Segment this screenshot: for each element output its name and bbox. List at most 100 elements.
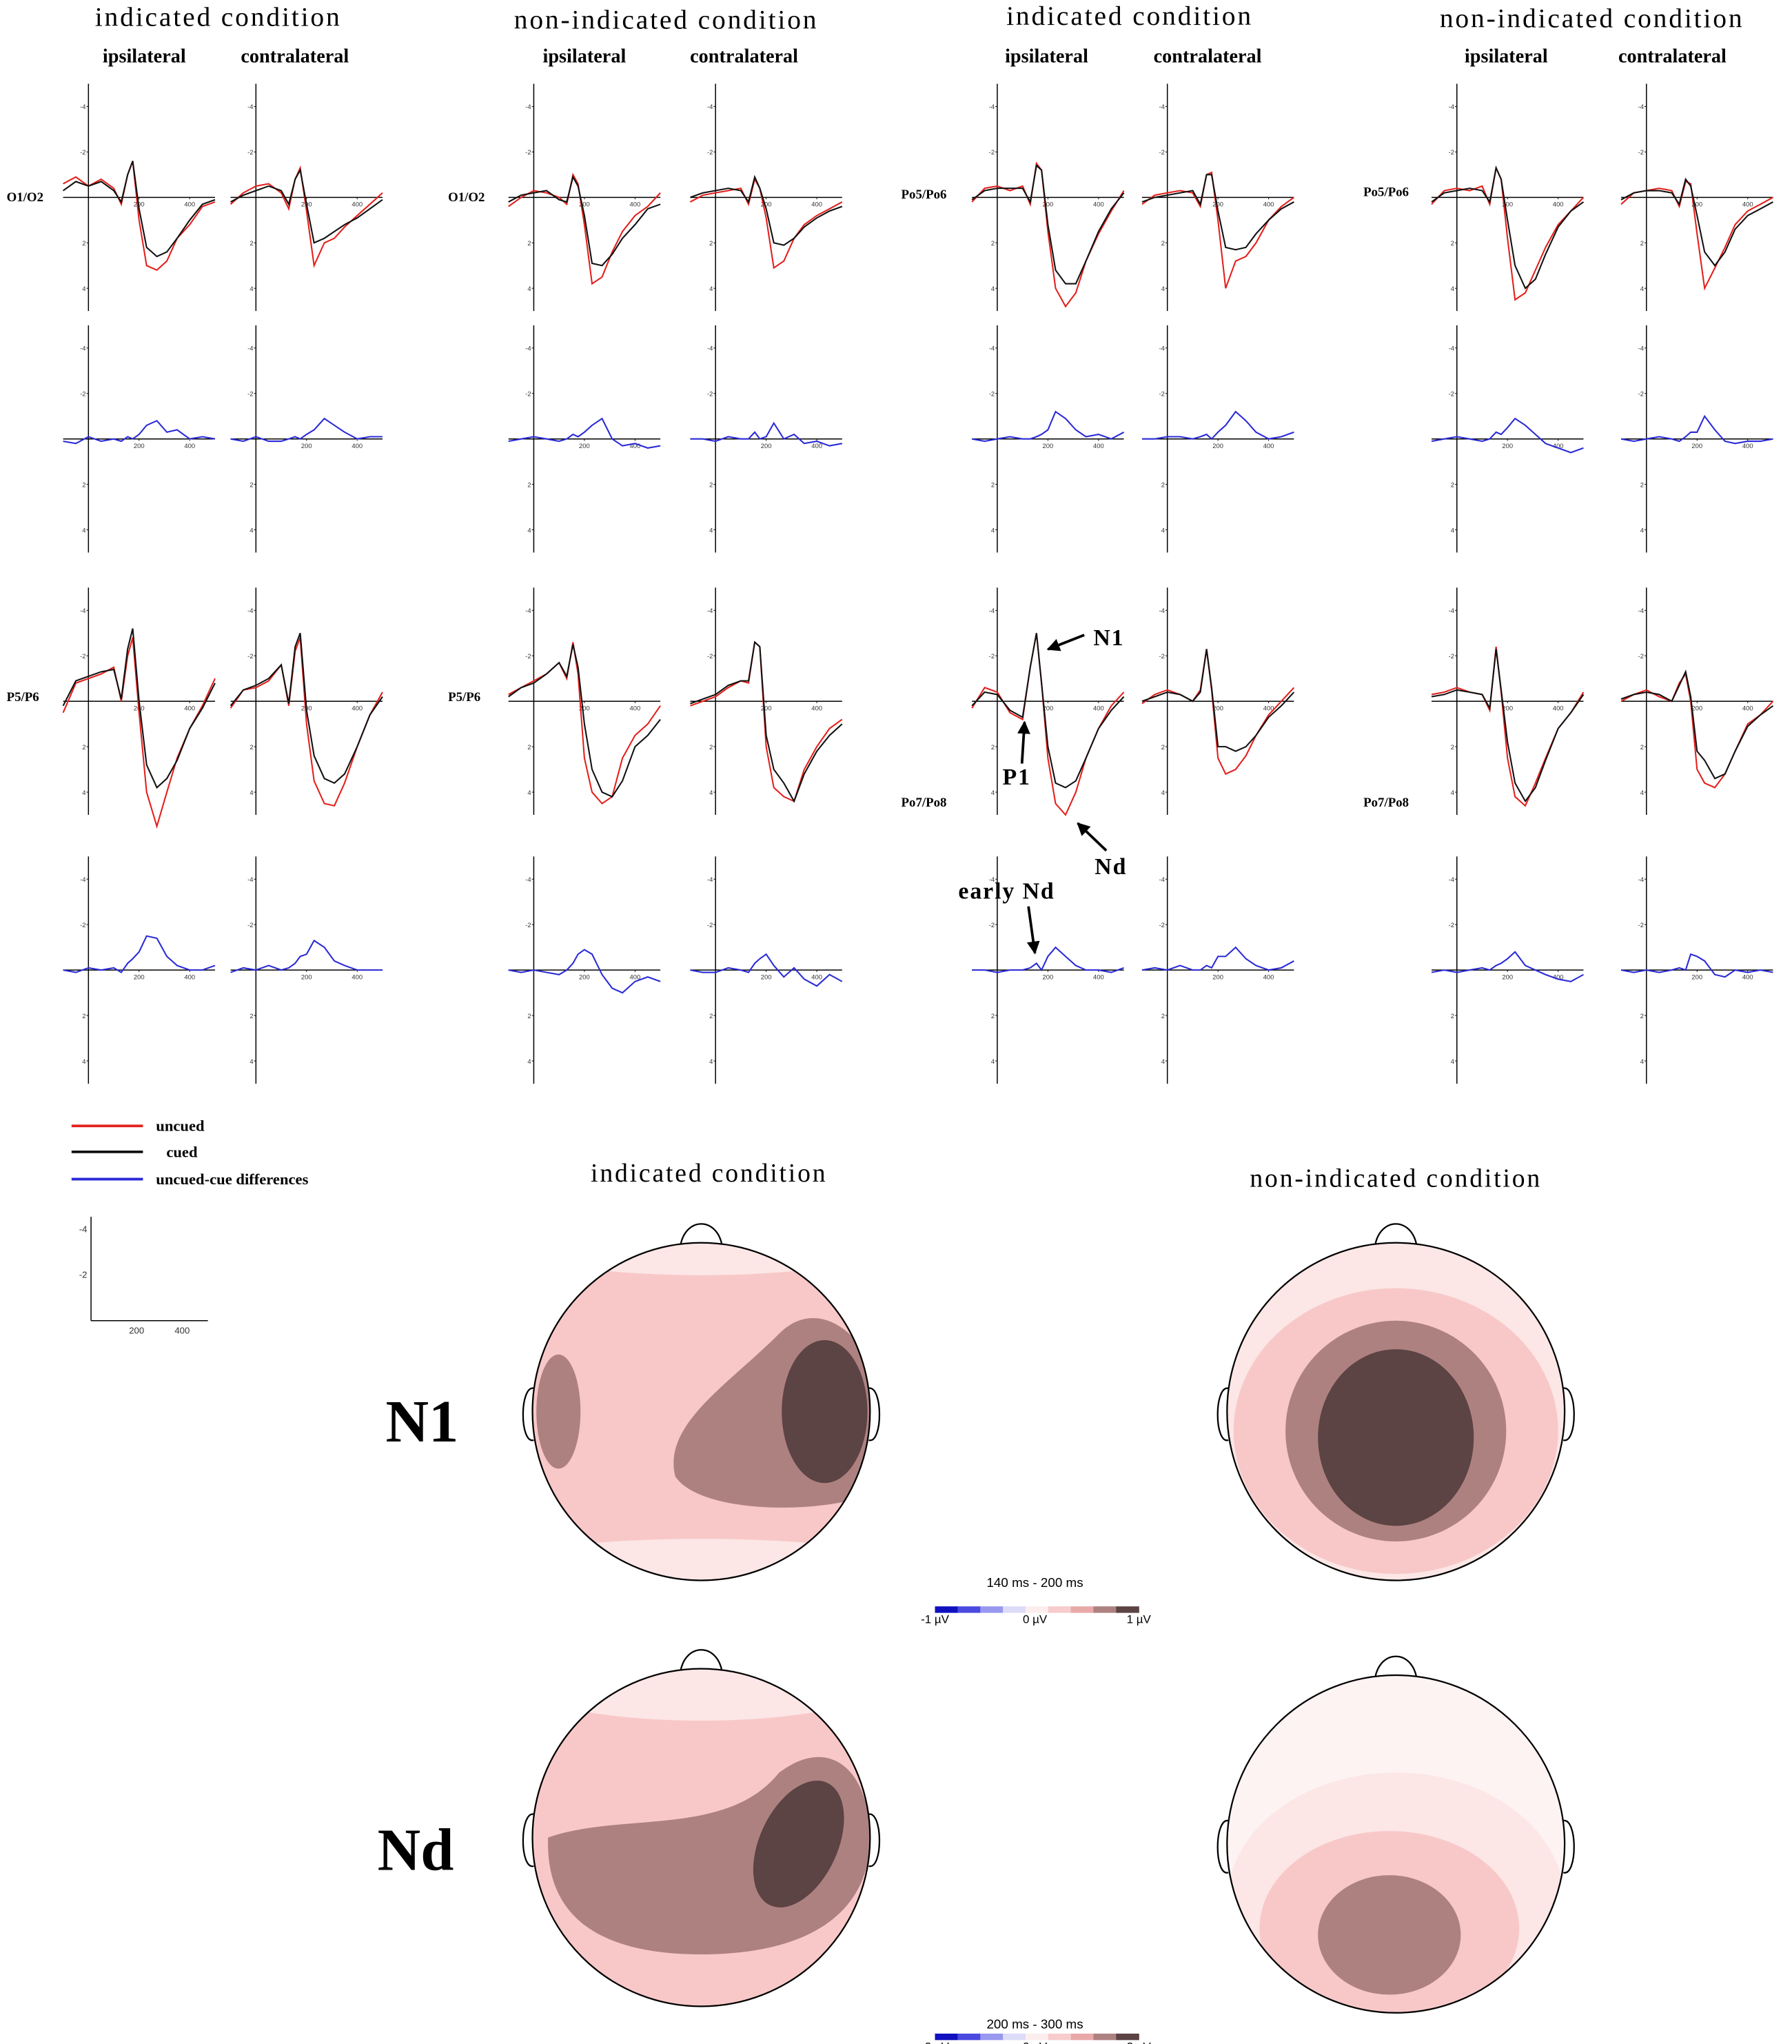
- y-tick-label: 4: [1640, 285, 1644, 292]
- waveform: [508, 174, 661, 267]
- y-tick-label: -2: [525, 390, 531, 398]
- waveform: [1620, 180, 1773, 291]
- x-tick-label: 400: [184, 704, 195, 711]
- y-tick-label: 2: [1640, 239, 1644, 247]
- y-tick-label: -4: [80, 103, 85, 110]
- waveform: [690, 640, 843, 803]
- ear: [868, 1813, 881, 1868]
- component-label: Nd: [1094, 854, 1127, 880]
- x-tick-label: 200: [1502, 973, 1513, 980]
- colorbar-label: -1 µV: [921, 1613, 950, 1626]
- y-tick-label: 4: [250, 1058, 253, 1065]
- colorbar-title: 140 ms - 200 ms: [986, 1575, 1083, 1590]
- side-label: contralateral: [1154, 45, 1262, 67]
- ear: [1216, 1387, 1229, 1441]
- colorbar-cell: [1070, 1606, 1094, 1613]
- waveform: [1620, 669, 1774, 780]
- arrow: [1046, 634, 1085, 651]
- y-tick-label: 4: [1161, 285, 1165, 292]
- waveform: [690, 174, 843, 246]
- y-tick-label: 2: [991, 743, 995, 751]
- waveform: [690, 953, 843, 987]
- topo-row-label: Nd: [378, 1817, 454, 1883]
- x-tick-label: 400: [1742, 442, 1753, 449]
- y-tick-label: 4: [527, 1058, 531, 1065]
- side-label: contralateral: [241, 45, 349, 67]
- colorbar-cell: [1025, 1606, 1049, 1613]
- y-tick-label: 4: [1640, 526, 1644, 534]
- y-tick-label: -4: [707, 345, 713, 352]
- x-tick-label: 400: [1093, 973, 1104, 980]
- y-tick-label: -4: [247, 345, 253, 352]
- head-outline: [531, 1242, 871, 1581]
- y-tick-label: -2: [1159, 921, 1165, 929]
- x-tick-label: 200: [1502, 442, 1513, 449]
- y-tick-label: 2: [82, 1012, 85, 1020]
- y-tick-label: -2: [989, 148, 995, 156]
- topomap: [522, 1223, 881, 1581]
- x-tick-label: 200: [1043, 201, 1054, 208]
- topo-fill: [1227, 1675, 1565, 2013]
- y-tick-label: -4: [1159, 876, 1165, 883]
- channel-label: Po5/Po6: [902, 188, 947, 202]
- y-tick-label: -4: [80, 876, 85, 883]
- nose: [680, 1223, 723, 1246]
- y-tick-label: 2: [1451, 1012, 1454, 1020]
- colorbar-label: 1 µV: [1127, 1613, 1152, 1626]
- channel-label: Po7/Po8: [902, 796, 947, 810]
- condition-title: indicated condition: [1006, 1, 1253, 31]
- y-tick-label: 4: [991, 285, 995, 292]
- y-tick-label: 2: [1161, 743, 1165, 751]
- x-tick-label: 400: [630, 704, 641, 711]
- y-tick-label: 4: [991, 526, 995, 534]
- y-tick-label: 4: [527, 789, 531, 796]
- topomap: [522, 1649, 881, 2007]
- colorbar-cell: [1025, 2033, 1049, 2041]
- colorbar-title: 200 ms - 300 ms: [986, 2016, 1083, 2031]
- y-tick-label: -2: [80, 652, 85, 660]
- waveform: [508, 644, 661, 798]
- y-tick-label: -2: [247, 652, 253, 660]
- y-tick-label: -4: [80, 345, 85, 352]
- y-tick-label: -2: [1638, 921, 1644, 929]
- waveform: [1141, 171, 1294, 289]
- head-outline: [531, 1668, 871, 2007]
- y-tick-label: -4: [247, 876, 253, 883]
- y-tick-label: 2: [82, 239, 85, 247]
- channel-label: Po5/Po6: [1363, 185, 1409, 199]
- x-tick-label: 400: [811, 704, 822, 711]
- y-tick-label: -4: [525, 607, 531, 614]
- waveform: [971, 161, 1125, 308]
- arrow: [1077, 822, 1108, 852]
- y-tick-label: -4: [1449, 876, 1454, 883]
- legend-label: uncued: [156, 1117, 205, 1135]
- y-tick-label: -4: [707, 607, 713, 614]
- waveform: [1431, 165, 1585, 290]
- x-tick-label: 200: [761, 973, 772, 980]
- y-tick-label: -2: [525, 652, 531, 660]
- y-tick-label: -4: [1449, 103, 1454, 110]
- arrow: [1017, 720, 1030, 764]
- waveform: [63, 161, 216, 272]
- y-tick-label: -4: [707, 103, 713, 110]
- channel-label: Po7/Po8: [1363, 796, 1409, 810]
- y-tick-label: 2: [82, 480, 85, 488]
- x-tick-label: 400: [811, 442, 822, 449]
- y-tick-label: -2: [80, 390, 85, 398]
- head-outline: [1226, 1674, 1566, 2014]
- y-tick-label: -2: [80, 148, 85, 156]
- channel-label: P5/P6: [448, 690, 480, 705]
- x-tick-label: 400: [352, 973, 363, 980]
- x-tick-label: 200: [1502, 201, 1513, 208]
- y-tick-label: 2: [1640, 1012, 1644, 1020]
- y-tick-label: 4: [1451, 526, 1454, 534]
- waveform: [62, 637, 216, 829]
- channel-label: O1/O2: [448, 190, 485, 205]
- topo-title: indicated condition: [591, 1159, 827, 1188]
- y-tick-label: -2: [989, 390, 995, 398]
- channel-label: P5/P6: [7, 690, 39, 705]
- topo-title: non-indicated condition: [1250, 1164, 1542, 1193]
- nose: [680, 1649, 723, 1672]
- y-tick-label: -2: [1449, 652, 1454, 660]
- waveform: [1431, 417, 1584, 454]
